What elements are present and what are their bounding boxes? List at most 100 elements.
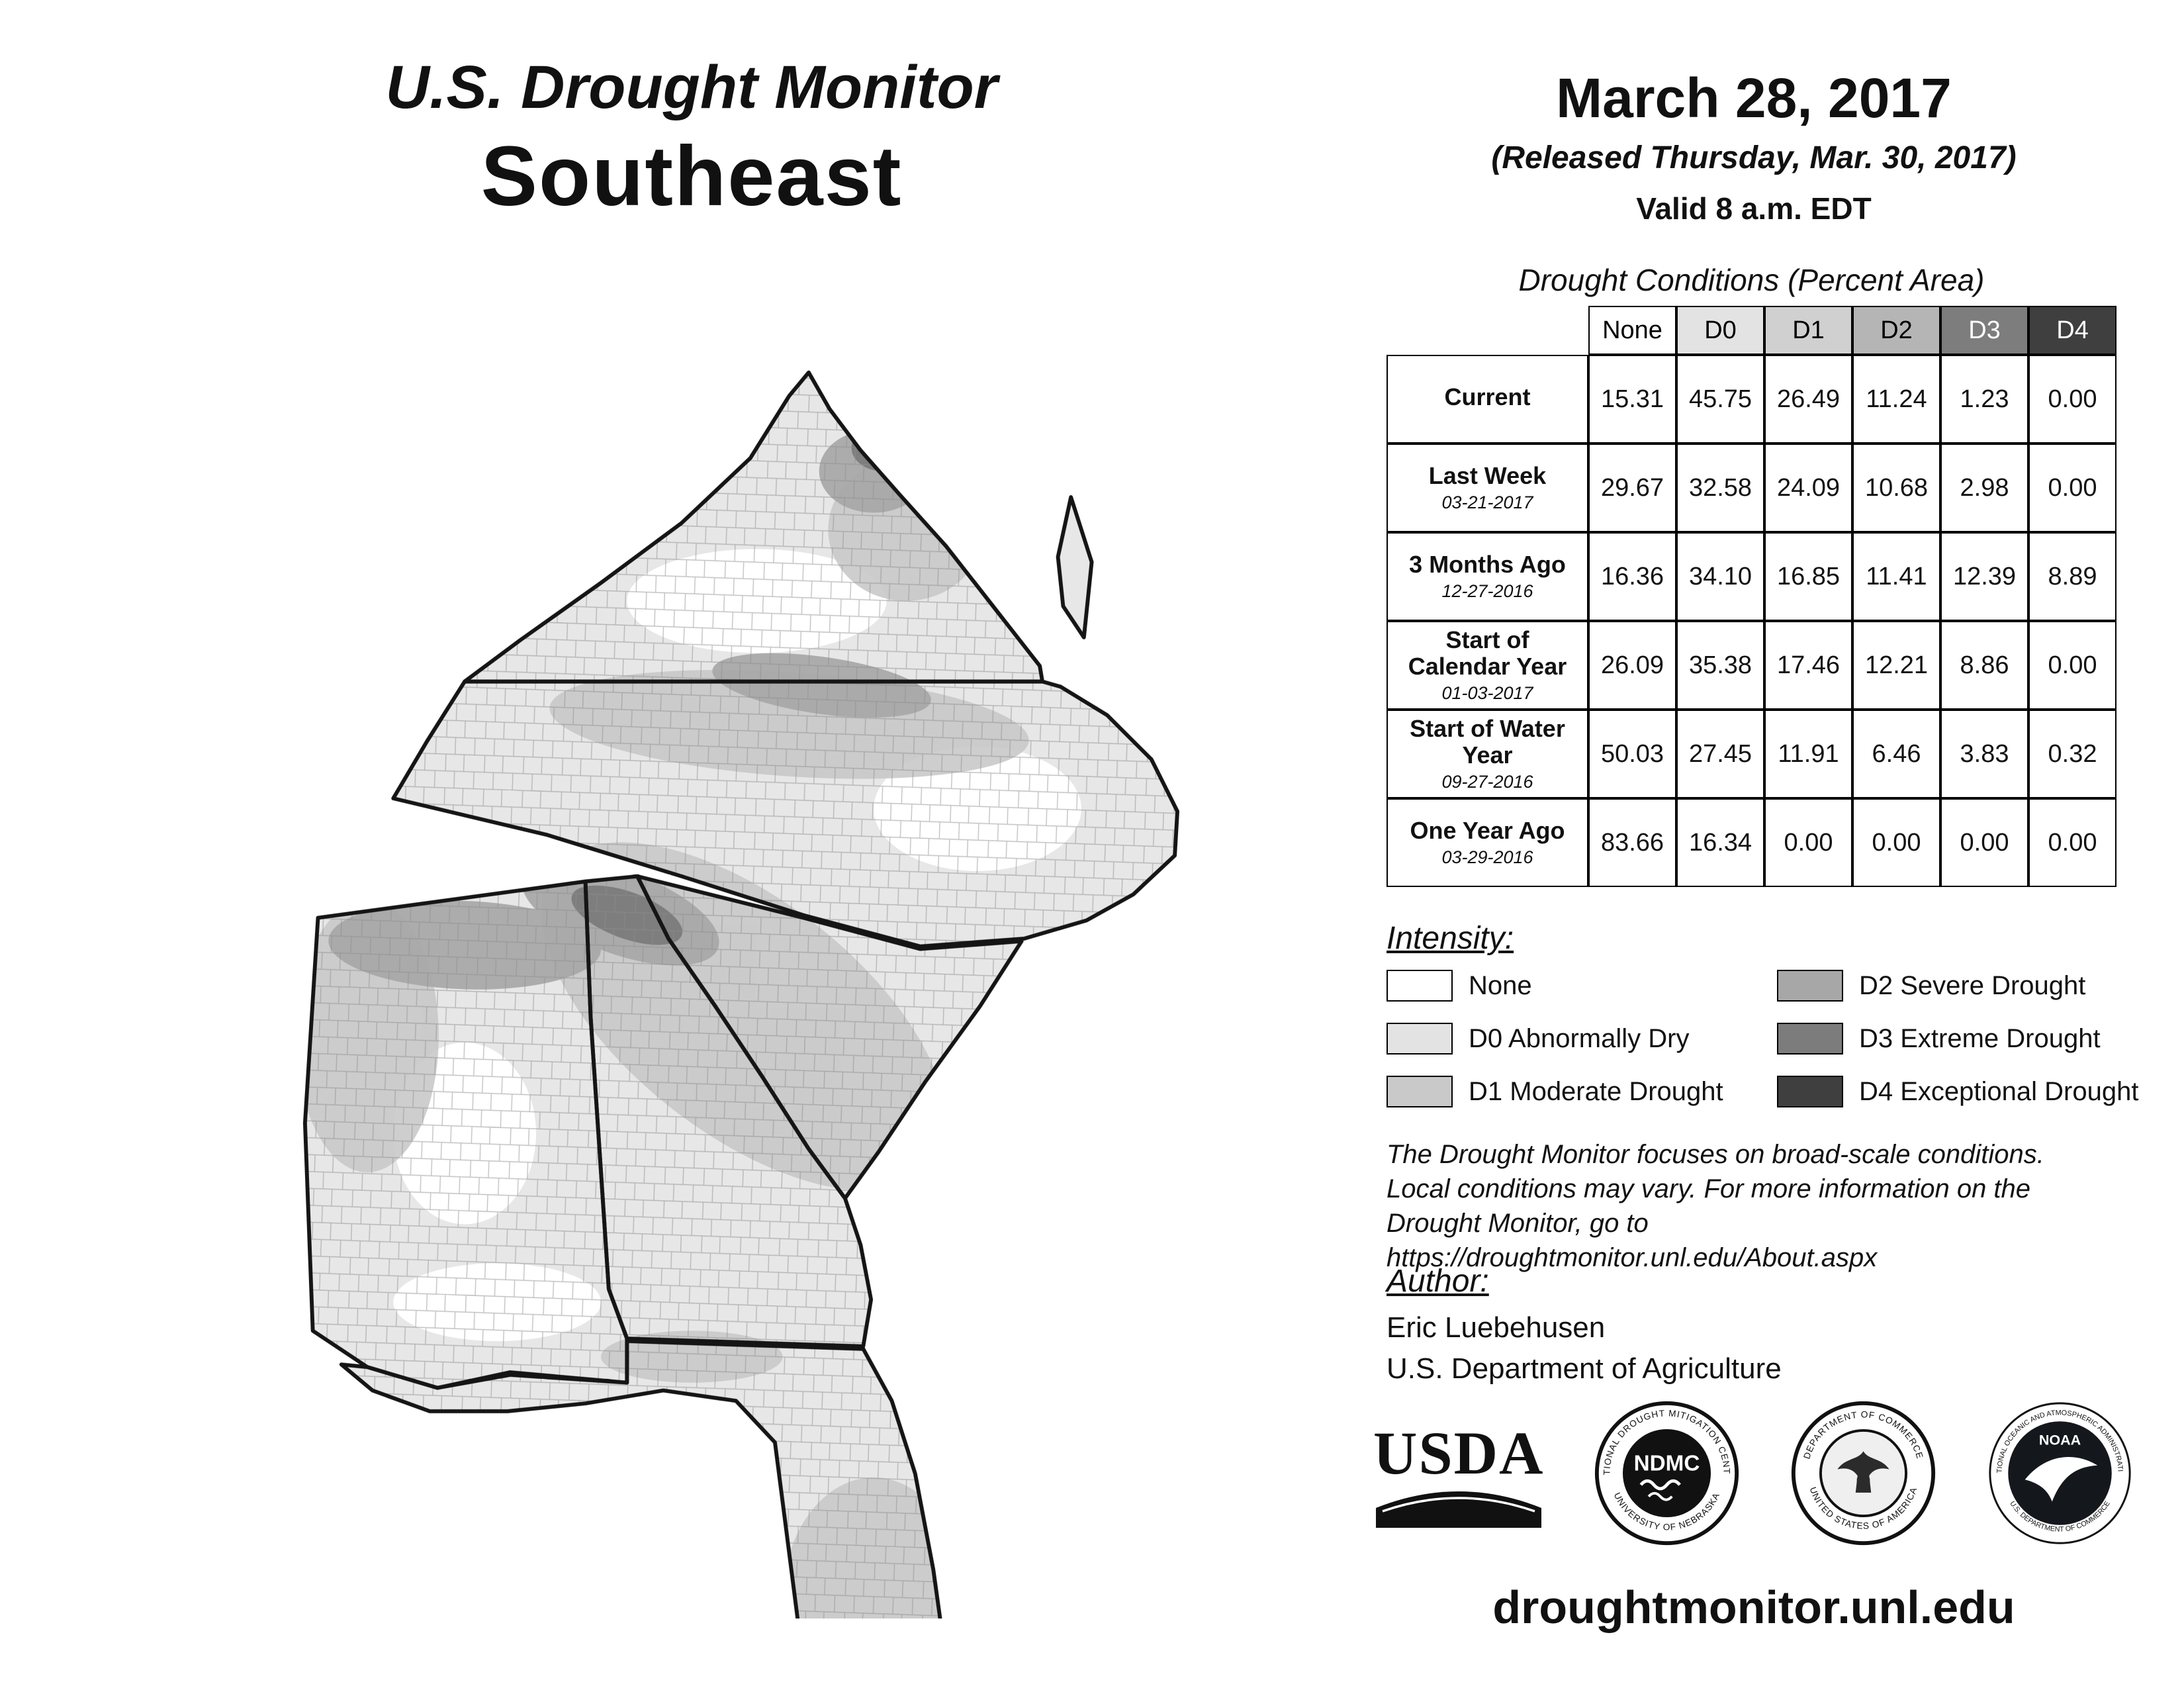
legend-label: D1 Moderate Drought: [1469, 1076, 1723, 1106]
table-row-label-current: Current: [1387, 355, 1588, 444]
table-row-label-3-months-ago: 3 Months Ago 12-27-2016: [1387, 532, 1588, 621]
table-title: Drought Conditions (Percent Area): [1518, 263, 1985, 297]
col-header-d4: D4: [2028, 306, 2116, 355]
legend-item-d0: D0 Abnormally Dry: [1387, 1021, 1777, 1056]
legend-item-d4: D4 Exceptional Drought: [1777, 1074, 2164, 1109]
table-cell: 34.10: [1676, 532, 1764, 621]
legend-label: D3 Extreme Drought: [1859, 1023, 2101, 1053]
legend-swatch-d4: [1777, 1076, 1843, 1107]
table-cell: 2.98: [1940, 444, 2028, 532]
table-cell: 11.91: [1764, 710, 1852, 798]
noaa-logo-text: NOAA: [2039, 1432, 2081, 1448]
southeast-map-svg: [199, 285, 1211, 1688]
doc-logo: DEPARTMENT OF COMMERCE UNITED STATES OF …: [1791, 1401, 1935, 1545]
map-date: March 28, 2017: [1556, 67, 1952, 129]
legend-swatch-d3: [1777, 1023, 1843, 1055]
col-header-d1: D1: [1764, 306, 1852, 355]
release-date: (Released Thursday, Mar. 30, 2017): [1491, 140, 2017, 175]
usda-swoosh-icon: [1376, 1491, 1542, 1528]
drought-map: [199, 285, 1211, 1688]
table-cell: 35.38: [1676, 621, 1764, 710]
table-row-label-last-week: Last Week 03-21-2017: [1387, 444, 1588, 532]
map-title-block: U.S. Drought Monitor Southeast: [212, 53, 1171, 225]
author-org: U.S. Department of Agriculture: [1387, 1352, 1782, 1385]
legend-label: None: [1469, 970, 1532, 1000]
table-cell: 26.09: [1588, 621, 1676, 710]
col-header-none: None: [1588, 306, 1676, 355]
legend-swatch-none: [1387, 970, 1453, 1002]
table-cell: 26.49: [1764, 355, 1852, 444]
table-cell: 15.31: [1588, 355, 1676, 444]
page-title: U.S. Drought Monitor: [385, 54, 998, 121]
author-heading: Author:: [1387, 1264, 1489, 1299]
table-cell: 12.21: [1852, 621, 1940, 710]
row-label: One Year Ago: [1410, 816, 1565, 844]
legend-label: D4 Exceptional Drought: [1859, 1076, 2139, 1106]
row-label: Start of Water Year: [1410, 714, 1565, 769]
table-cell: 16.85: [1764, 532, 1852, 621]
table-cell: 12.39: [1940, 532, 2028, 621]
author-name: Eric Luebehusen: [1387, 1311, 1606, 1344]
table-cell: 6.46: [1852, 710, 1940, 798]
col-header-d2: D2: [1852, 306, 1940, 355]
col-header-d0: D0: [1676, 306, 1764, 355]
legend-item-d1: D1 Moderate Drought: [1387, 1074, 1777, 1109]
disclaimer-line: Local conditions may vary. For more info…: [1387, 1174, 2031, 1203]
table-cell: 83.66: [1588, 798, 1676, 887]
table-cell: 0.32: [2028, 710, 2116, 798]
table-corner: [1387, 306, 1588, 355]
intensity-legend: None D0 Abnormally Dry D1 Moderate Droug…: [1387, 968, 2164, 1109]
date-block: March 28, 2017 (Released Thursday, Mar. …: [1357, 66, 2151, 226]
table-cell: 10.68: [1852, 444, 1940, 532]
table-cell: 3.83: [1940, 710, 2028, 798]
table-cell: 11.41: [1852, 532, 1940, 621]
valid-time: Valid 8 a.m. EDT: [1636, 191, 1872, 226]
table-row-label-one-year-ago: One Year Ago 03-29-2016: [1387, 798, 1588, 887]
doc-eagle-icon: [1837, 1450, 1889, 1493]
table-cell: 0.00: [1764, 798, 1852, 887]
table-cell: 11.24: [1852, 355, 1940, 444]
usda-logo: USDA: [1373, 1418, 1544, 1528]
author-block: Author: Eric Luebehusen U.S. Department …: [1387, 1263, 1782, 1385]
info-panel: March 28, 2017 (Released Thursday, Mar. …: [1357, 0, 2151, 1688]
table-cell: 0.00: [1940, 798, 2028, 887]
ndmc-logo: NATIONAL DROUGHT MITIGATION CENTER UNIVE…: [1594, 1401, 1739, 1545]
ndmc-logo-text: NDMC: [1633, 1451, 1700, 1476]
row-label: Last Week: [1428, 461, 1547, 489]
disclaimer-line: Drought Monitor, go to https://droughtmo…: [1387, 1209, 1878, 1272]
legend-swatch-d2: [1777, 970, 1843, 1002]
legend-item-d3: D3 Extreme Drought: [1777, 1021, 2164, 1056]
table-cell: 8.86: [1940, 621, 2028, 710]
legend-swatch-d0: [1387, 1023, 1453, 1055]
disclaimer-line: The Drought Monitor focuses on broad-sca…: [1387, 1140, 2044, 1169]
legend-label: D0 Abnormally Dry: [1469, 1023, 1690, 1053]
table-cell: 27.45: [1676, 710, 1764, 798]
table-row-label-start-calendar-year: Start of Calendar Year 01-03-2017: [1387, 621, 1588, 710]
legend-label: D2 Severe Drought: [1859, 970, 2086, 1000]
region-title: Southeast: [480, 129, 903, 224]
row-label: Current: [1444, 383, 1531, 411]
row-date: 09-27-2016: [1441, 772, 1533, 792]
table-cell: 8.89: [2028, 532, 2116, 621]
table-cell: 17.46: [1764, 621, 1852, 710]
table-cell: 29.67: [1588, 444, 1676, 532]
row-date: 03-21-2017: [1441, 492, 1533, 513]
table-cell: 16.34: [1676, 798, 1764, 887]
table-cell: 32.58: [1676, 444, 1764, 532]
table-cell: 0.00: [2028, 355, 2116, 444]
legend-item-d2: D2 Severe Drought: [1777, 968, 2164, 1004]
county-boundaries: [304, 372, 1177, 1688]
table-cell: 16.36: [1588, 532, 1676, 621]
drought-conditions-table: None D0 D1 D2 D3 D4 Current 15.31 45.75 …: [1387, 306, 2116, 887]
noaa-seabird-icon: [2025, 1456, 2098, 1502]
table-cell: 0.00: [2028, 444, 2116, 532]
row-label: 3 Months Ago: [1409, 550, 1566, 578]
table-cell: 50.03: [1588, 710, 1676, 798]
legend-item-none: None: [1387, 968, 1777, 1004]
footer-url: droughtmonitor.unl.edu: [1492, 1581, 2015, 1633]
table-cell: 0.00: [1852, 798, 1940, 887]
usda-logo-text: USDA: [1373, 1419, 1545, 1487]
agency-logos: USDA NATIONAL DROUGHT MITIGATION CENTER …: [1373, 1397, 2134, 1549]
noaa-logo: NATIONAL OCEANIC AND ATMOSPHERIC ADMINIS…: [1989, 1401, 2131, 1544]
table-cell: 1.23: [1940, 355, 2028, 444]
